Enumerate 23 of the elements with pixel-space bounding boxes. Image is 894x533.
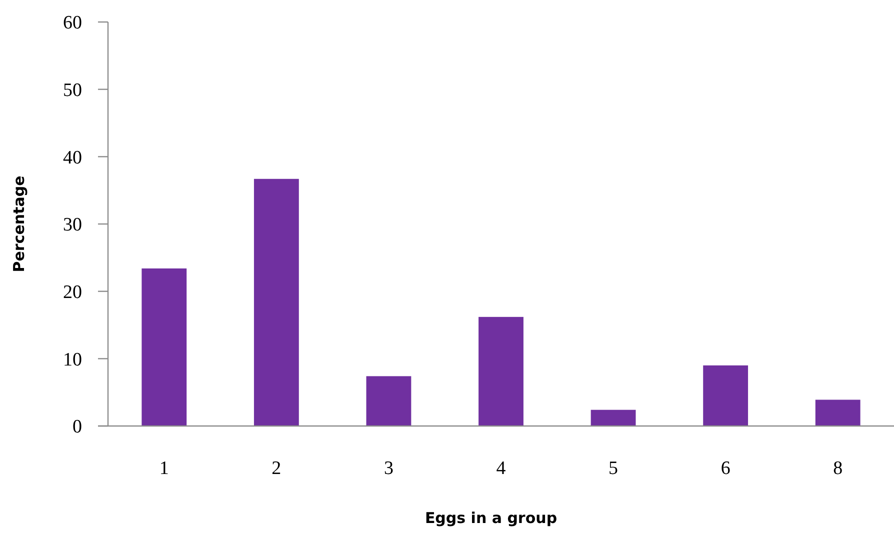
y-axis-title: Percentage: [10, 176, 28, 272]
y-tick-label: 60: [63, 12, 82, 34]
bar: [590, 410, 636, 426]
bar: [366, 376, 412, 426]
y-tick-label: 50: [63, 80, 82, 101]
x-tick-label: 3: [384, 458, 394, 479]
x-axis-title: Eggs in a group: [424, 509, 558, 527]
bar: [254, 178, 299, 426]
bar: [703, 365, 748, 426]
y-tick-label: 0: [72, 416, 82, 438]
y-tick-label: 20: [63, 282, 82, 303]
x-tick-label: 5: [608, 458, 618, 479]
y-tick-label: 30: [63, 214, 82, 236]
x-tick-label: 4: [496, 458, 506, 479]
x-tick-label: 8: [833, 458, 843, 479]
y-tick-label: 40: [63, 147, 82, 168]
bar: [478, 316, 524, 426]
bar: [815, 400, 860, 426]
x-tick-label: 6: [720, 458, 730, 479]
bar: [142, 268, 187, 426]
x-tick-label: 2: [272, 458, 282, 479]
y-tick-label: 10: [63, 349, 82, 370]
x-tick-label: 1: [159, 458, 169, 479]
